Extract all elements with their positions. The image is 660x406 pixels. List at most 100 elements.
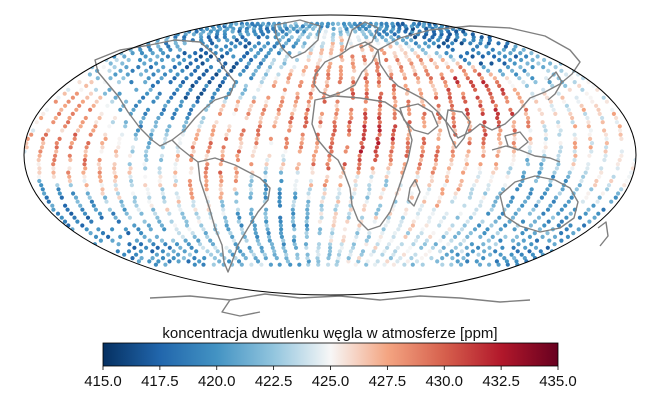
co2-point (143, 111, 148, 116)
co2-point (424, 223, 429, 228)
co2-point (293, 245, 299, 250)
co2-point (116, 145, 121, 150)
co2-point (362, 61, 368, 66)
co2-point (234, 170, 239, 175)
co2-point (163, 103, 168, 108)
co2-point (544, 76, 549, 81)
co2-point (527, 211, 533, 216)
co2-point (364, 83, 369, 88)
co2-point (326, 256, 331, 261)
co2-point (450, 223, 455, 228)
co2-point (184, 120, 189, 125)
co2-point (319, 44, 324, 49)
co2-point (534, 203, 539, 208)
co2-point (406, 107, 412, 112)
co2-point (194, 211, 199, 216)
co2-point (143, 80, 148, 85)
co2-point (322, 187, 327, 192)
co2-point (369, 252, 374, 257)
coastline-borneo (504, 131, 529, 151)
co2-point (619, 153, 624, 158)
co2-point (417, 162, 422, 167)
co2-point (142, 219, 147, 224)
co2-point (282, 91, 287, 96)
co2-point (263, 256, 268, 261)
co2-point (284, 26, 289, 31)
co2-point (369, 47, 374, 52)
co2-point (477, 262, 483, 267)
co2-point (263, 195, 268, 200)
co2-point (115, 249, 120, 254)
co2-point (294, 178, 299, 184)
co2-point (266, 29, 271, 34)
co2-point (384, 32, 390, 37)
co2-point (496, 149, 501, 154)
co2-point (224, 219, 229, 224)
co2-point (265, 157, 270, 163)
co2-point (422, 120, 427, 125)
co2-point (141, 115, 146, 121)
co2-point (148, 57, 153, 63)
co2-point (419, 153, 424, 158)
co2-point (267, 153, 272, 158)
co2-point (272, 44, 277, 49)
co2-point (151, 72, 156, 77)
coastline-arabia (399, 103, 439, 135)
co2-point (533, 178, 539, 184)
co2-point (316, 259, 321, 264)
co2-point (476, 51, 481, 56)
co2-point (417, 87, 422, 92)
co2-point (466, 149, 471, 154)
co2-point (341, 238, 346, 243)
coastline-south-america (197, 157, 271, 273)
co2-point (495, 153, 500, 158)
co2-point (503, 223, 508, 228)
co2-point (529, 187, 534, 192)
co2-point (261, 57, 266, 63)
co2-point (556, 211, 561, 216)
co2-point (432, 166, 437, 171)
co2-point (446, 87, 451, 92)
co2-point (390, 141, 395, 146)
co2-point (498, 238, 503, 243)
co2-point (552, 242, 557, 247)
co2-point (508, 57, 513, 63)
co2-point (302, 124, 308, 129)
co2-point (159, 57, 165, 63)
co2-point (350, 76, 355, 81)
co2-point (290, 219, 295, 224)
co2-point (336, 252, 342, 257)
co2-point (282, 87, 287, 92)
co2-point (373, 245, 378, 250)
co2-point (172, 91, 177, 96)
co2-point (239, 223, 244, 228)
co2-point (512, 87, 517, 92)
co2-point (348, 249, 353, 254)
co2-point (175, 149, 181, 154)
co2-point (257, 242, 262, 247)
co2-point (284, 32, 289, 37)
co2-point (177, 61, 182, 66)
co2-point (502, 54, 507, 59)
co2-point (30, 128, 36, 133)
co2-point (486, 68, 491, 73)
co2-point (591, 203, 596, 208)
co2-point (594, 103, 599, 108)
co2-point (222, 35, 227, 40)
co2-point (255, 234, 260, 239)
co2-point (596, 211, 601, 216)
co2-point (100, 231, 106, 236)
co2-point (361, 51, 366, 56)
co2-point (245, 51, 250, 56)
co2-point (463, 99, 468, 104)
co2-point (589, 141, 595, 146)
co2-point (504, 76, 510, 81)
co2-point (429, 178, 434, 184)
co2-point (446, 170, 451, 175)
co2-point (556, 153, 561, 158)
co2-point (241, 68, 246, 73)
co2-point (190, 195, 195, 200)
co2-point (586, 191, 591, 196)
co2-point (440, 191, 445, 196)
co2-point (530, 91, 535, 96)
